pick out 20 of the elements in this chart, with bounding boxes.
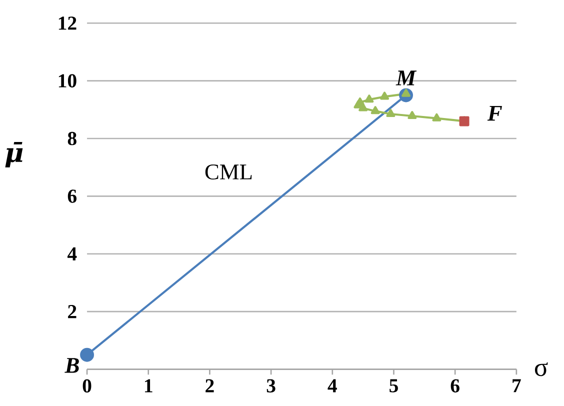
x-tick-label: 7 [512,379,521,392]
x-tick-label: 5 [390,379,398,392]
y-tick-label: 2 [68,304,76,318]
x-tick-label: 0 [82,379,92,392]
x-tick-label: 2 [206,379,214,392]
x-tick-label: 3 [266,379,276,392]
x-axis-title: σ [534,362,548,376]
y-axis-title: μ̄ [5,142,23,168]
y-tick-label: 4 [67,247,77,260]
annotation: M [396,70,417,86]
annotation: CML [205,164,252,180]
y-tick-label: 6 [68,189,77,203]
annotation: F [487,106,502,120]
annotation: B [64,358,79,373]
x-tick-label: 1 [145,379,152,392]
y-tick-label: 12 [58,16,76,30]
x-tick-label: 6 [450,379,460,392]
y-tick-label: 8 [68,132,76,146]
y-tick-label: 10 [58,74,76,88]
x-tick-label: 4 [328,379,337,392]
